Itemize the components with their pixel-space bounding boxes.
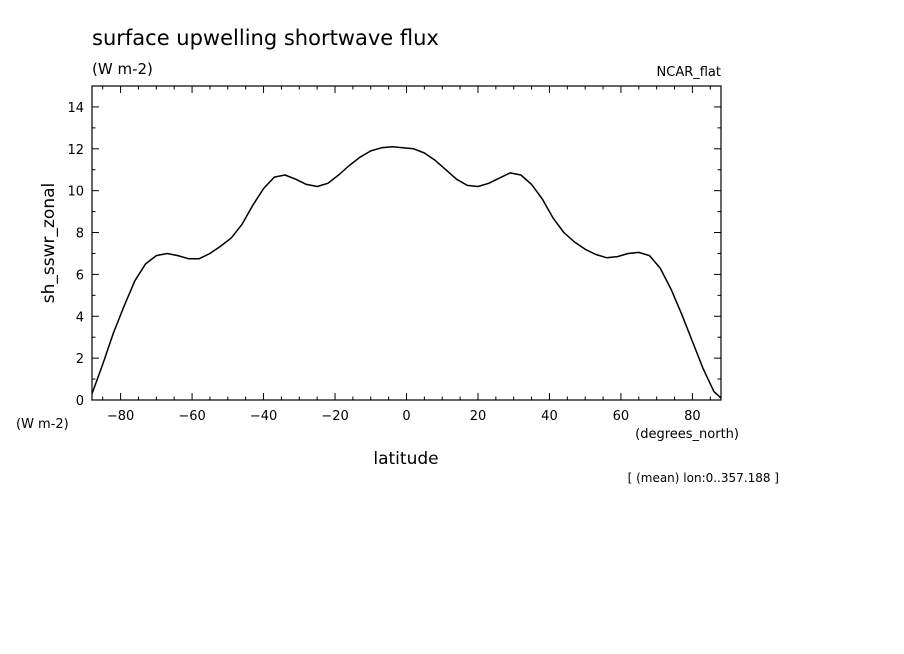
x-tick-label: 80 [684,409,701,424]
axis-ticks [92,85,721,401]
x-tick-label: 20 [470,409,487,424]
footnote: [ (mean) lon:0..357.188 ] [628,471,779,485]
y-tick-label: 14 [67,101,84,116]
y-tick-label: 8 [76,227,84,242]
x-tick-label: 40 [541,409,558,424]
dataset-label: NCAR_flat [657,65,721,80]
x-tick-label: −60 [178,409,205,424]
data-series [91,145,722,399]
chart-title: surface upwelling shortwave flux [92,26,439,50]
x-tick-label: −80 [107,409,134,424]
x-axis-units: (degrees_north) [635,427,739,442]
x-axis-label: latitude [373,449,438,469]
y-tick-labels: 0 2 4 6 8 10 12 14 [67,101,84,409]
y-tick-label: 4 [76,310,84,325]
series-line [91,145,722,399]
chart-subtitle-units: (W m-2) [92,60,153,78]
y-tick-label: 10 [67,185,84,200]
x-tick-labels: −80 −60 −40 −20 0 20 40 60 80 [107,409,701,424]
y-axis-label: sh_sswr_zonal [39,183,59,303]
x-tick-label: 60 [613,409,630,424]
y-tick-label: 0 [76,394,84,409]
y-axis-units: (W m-2) [16,417,69,432]
y-tick-label: 2 [76,352,84,367]
plot-frame [91,85,722,401]
y-tick-label: 12 [67,143,84,158]
x-tick-label: 0 [402,409,410,424]
y-tick-label: 6 [76,268,84,283]
x-tick-label: −20 [321,409,348,424]
x-tick-label: −40 [250,409,277,424]
